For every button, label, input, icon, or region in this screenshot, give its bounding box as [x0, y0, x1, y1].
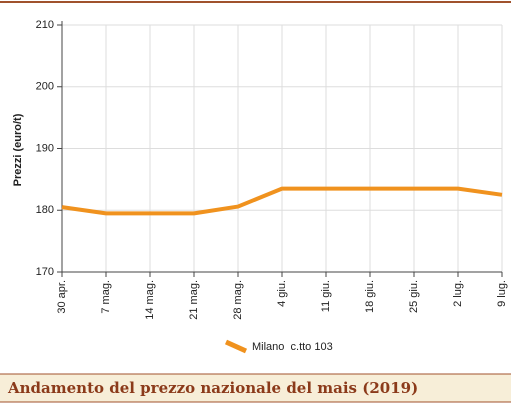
- x-tick-label: 25 giu.: [408, 280, 420, 313]
- x-tick-label: 14 mag.: [144, 280, 156, 320]
- legend-label: Milano c.tto 103: [252, 341, 333, 353]
- x-tick-label: 21 mag.: [188, 280, 200, 320]
- x-tick-label: 28 mag.: [232, 280, 244, 320]
- x-tick-label: 2 lug.: [452, 280, 464, 307]
- x-tick-label: 11 giu.: [320, 280, 332, 312]
- y-tick-label: 180: [36, 204, 54, 216]
- chart-title: Andamento del prezzo nazionale del mais …: [7, 379, 418, 397]
- y-tick-label: 200: [36, 81, 54, 93]
- line: [61, 186, 503, 216]
- y-tick-label: 190: [36, 142, 54, 154]
- x-tick-label: 9 lug.: [496, 280, 508, 307]
- x-tick-label: 7 mag.: [100, 280, 112, 314]
- x-tick-label: 4 giu.: [276, 280, 288, 307]
- title-band: [0, 374, 511, 402]
- x-tick-label: 30 apr.: [56, 280, 68, 314]
- y-tick-label: 210: [36, 19, 54, 31]
- y-tick-label: 170: [36, 266, 54, 278]
- y-axis-label: Prezzi (euro/t): [12, 113, 24, 186]
- x-tick-label: 18 giu.: [364, 280, 376, 313]
- legend-swatch: [224, 339, 248, 354]
